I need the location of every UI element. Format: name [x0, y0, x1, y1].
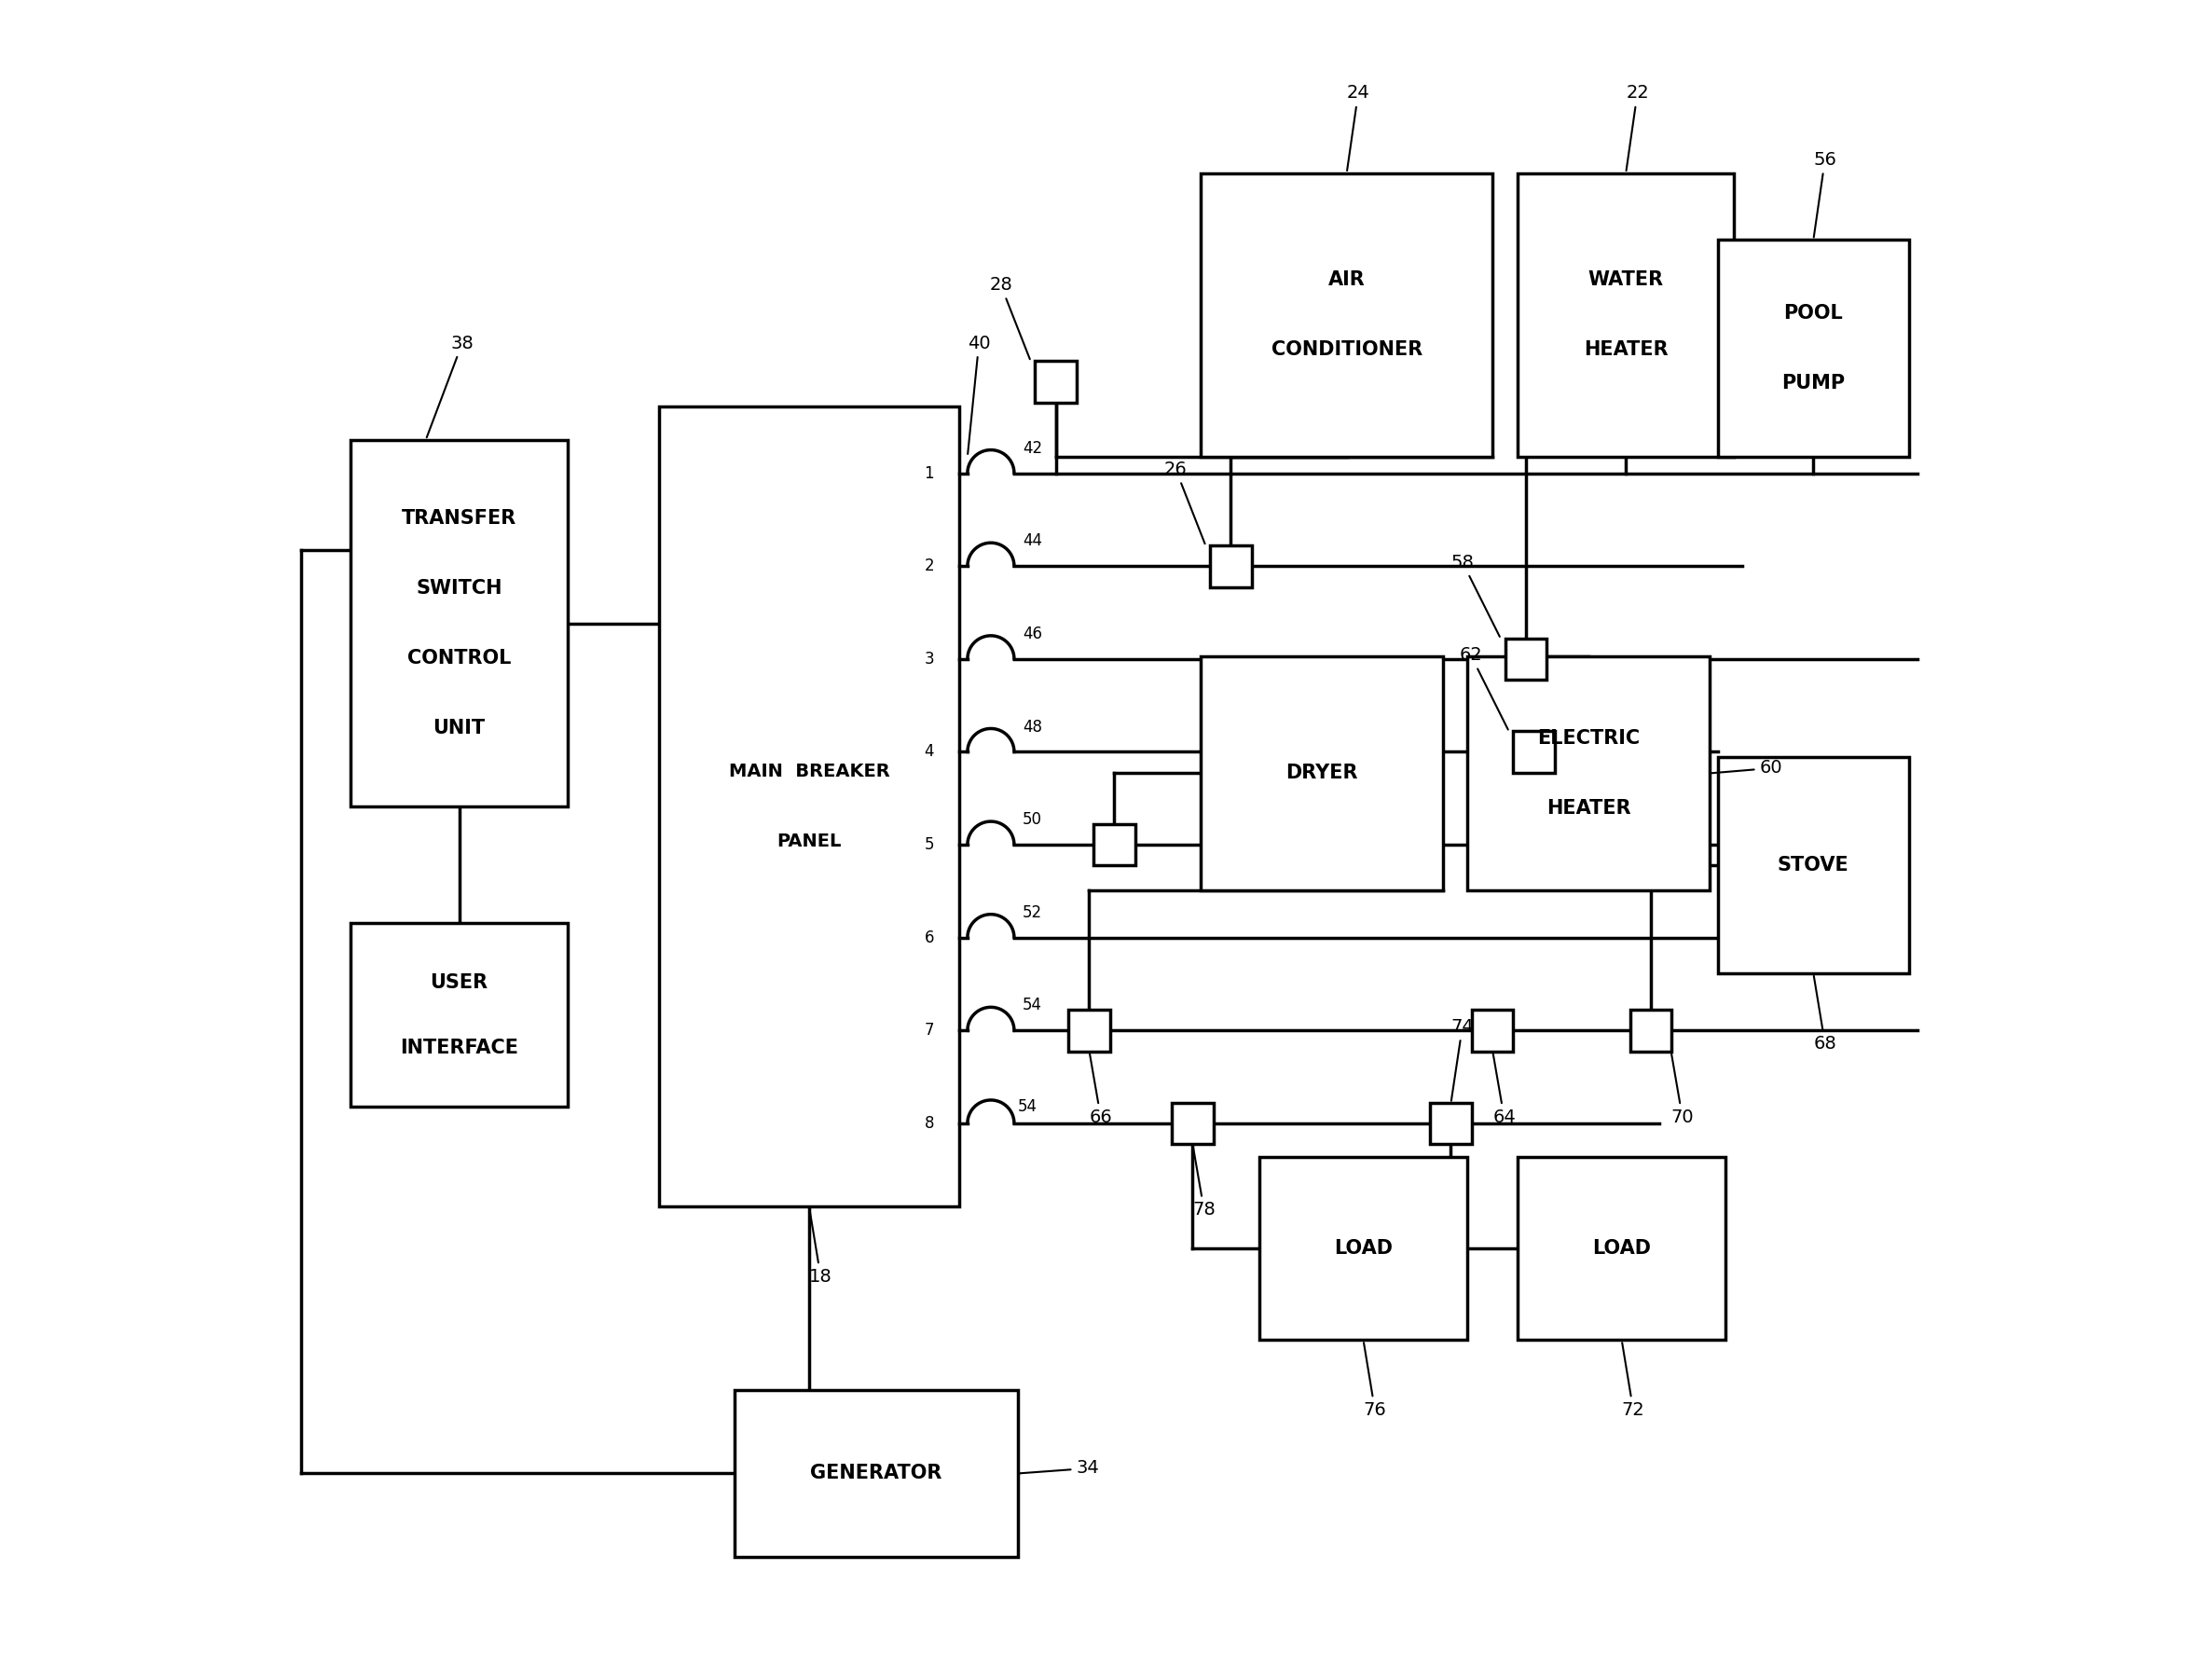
Text: 52: 52: [1023, 904, 1042, 921]
Bar: [1429, 1102, 1473, 1144]
Text: 46: 46: [1023, 625, 1042, 642]
Text: 44: 44: [1023, 533, 1042, 549]
Text: DRYER: DRYER: [1285, 764, 1357, 783]
Bar: [1171, 1102, 1213, 1144]
Text: AIR: AIR: [1328, 270, 1366, 289]
Bar: [1473, 1010, 1514, 1052]
Text: PUMP: PUMP: [1781, 375, 1844, 393]
Text: USER: USER: [430, 973, 487, 991]
Text: 38: 38: [426, 334, 474, 437]
Text: 2: 2: [924, 558, 935, 575]
Text: POOL: POOL: [1783, 304, 1844, 323]
Text: 66: 66: [1088, 1053, 1112, 1126]
Text: 18: 18: [808, 1210, 832, 1285]
Text: STOVE: STOVE: [1779, 855, 1849, 874]
Text: 1: 1: [924, 465, 935, 482]
Text: 60: 60: [1711, 759, 1783, 778]
Bar: [1210, 546, 1252, 586]
Bar: [1505, 638, 1547, 680]
Text: 40: 40: [968, 334, 990, 454]
Bar: [1036, 361, 1077, 403]
Text: TRANSFER: TRANSFER: [402, 509, 516, 528]
Bar: [734, 1389, 1018, 1557]
Bar: [1519, 173, 1735, 457]
Text: CONTROL: CONTROL: [406, 648, 511, 667]
Text: 56: 56: [1814, 151, 1838, 237]
Text: HEATER: HEATER: [1584, 341, 1667, 360]
Text: 3: 3: [924, 650, 935, 667]
Text: GENERATOR: GENERATOR: [811, 1465, 942, 1483]
Text: 24: 24: [1346, 84, 1370, 171]
Text: 42: 42: [1023, 440, 1042, 457]
Text: 7: 7: [924, 1021, 935, 1038]
Text: 72: 72: [1621, 1342, 1645, 1420]
Text: 28: 28: [990, 276, 1029, 360]
Text: PANEL: PANEL: [778, 833, 841, 850]
Text: 50: 50: [1023, 811, 1042, 828]
Text: 64: 64: [1492, 1053, 1516, 1126]
Bar: [1514, 731, 1556, 773]
Bar: [1092, 823, 1134, 865]
Text: LOAD: LOAD: [1335, 1240, 1392, 1258]
Bar: [1202, 657, 1442, 890]
Text: 6: 6: [924, 929, 935, 946]
Text: 62: 62: [1460, 647, 1508, 729]
Bar: [1202, 173, 1492, 457]
Bar: [1630, 1010, 1672, 1052]
Text: 4: 4: [924, 744, 935, 761]
Text: WATER: WATER: [1588, 270, 1663, 289]
Bar: [1717, 756, 1910, 973]
Text: 22: 22: [1626, 84, 1650, 171]
Text: ELECTRIC: ELECTRIC: [1536, 729, 1639, 748]
Text: CONDITIONER: CONDITIONER: [1272, 341, 1422, 360]
Text: 74: 74: [1451, 1018, 1475, 1100]
Bar: [1468, 657, 1709, 890]
Bar: [1259, 1158, 1468, 1341]
Text: INTERFACE: INTERFACE: [400, 1038, 518, 1057]
Text: 5: 5: [924, 837, 935, 853]
Bar: [1717, 240, 1910, 457]
Text: MAIN  BREAKER: MAIN BREAKER: [728, 763, 889, 781]
Text: 48: 48: [1023, 719, 1042, 736]
Bar: [1519, 1158, 1726, 1341]
Text: 54: 54: [1018, 1099, 1038, 1116]
Bar: [352, 924, 568, 1107]
Text: 58: 58: [1451, 553, 1499, 637]
Text: 78: 78: [1193, 1146, 1215, 1218]
Bar: [660, 407, 959, 1206]
Text: 8: 8: [924, 1116, 935, 1132]
Text: 54: 54: [1023, 996, 1042, 1013]
Text: 70: 70: [1672, 1053, 1693, 1126]
Text: 26: 26: [1165, 460, 1204, 544]
Text: 76: 76: [1363, 1342, 1387, 1420]
Bar: [1068, 1010, 1110, 1052]
Bar: [352, 440, 568, 806]
Text: UNIT: UNIT: [433, 719, 485, 738]
Text: LOAD: LOAD: [1593, 1240, 1652, 1258]
Text: 34: 34: [1020, 1460, 1099, 1477]
Text: HEATER: HEATER: [1547, 800, 1630, 818]
Text: 68: 68: [1814, 976, 1835, 1052]
Text: SWITCH: SWITCH: [415, 580, 503, 598]
